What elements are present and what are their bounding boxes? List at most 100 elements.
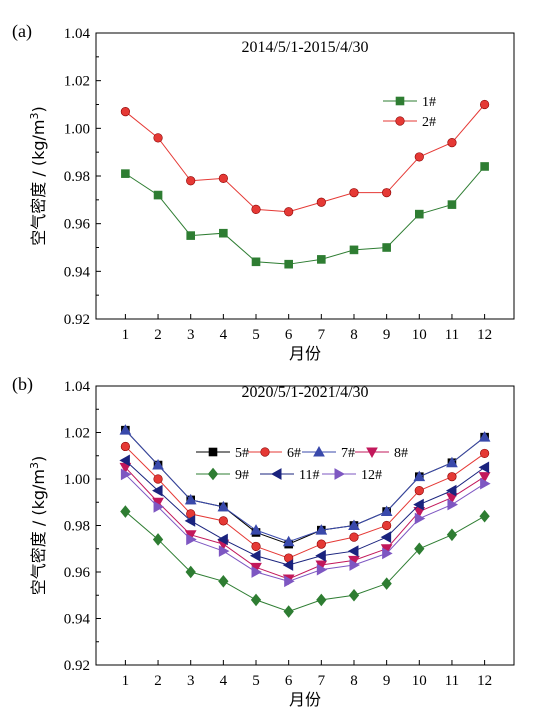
data-point xyxy=(315,524,328,535)
series-line xyxy=(125,446,485,559)
series-12# xyxy=(120,468,491,588)
x-tick-label: 8 xyxy=(350,327,358,343)
data-point xyxy=(480,162,489,171)
data-point xyxy=(478,472,491,483)
series-line xyxy=(125,429,485,543)
legend-marker xyxy=(207,467,219,481)
data-point xyxy=(282,535,295,547)
x-tick-label: 9 xyxy=(383,673,391,689)
x-axis-label: 月份 xyxy=(289,690,321,709)
y-tick-label: 0.94 xyxy=(64,264,91,280)
data-point xyxy=(414,486,424,496)
data-point xyxy=(119,424,132,435)
legend-label: 8# xyxy=(394,446,408,461)
data-point xyxy=(348,519,360,530)
data-point xyxy=(348,588,360,602)
y-tick-label: 0.94 xyxy=(64,612,91,628)
x-tick-label: 5 xyxy=(252,673,260,689)
data-point xyxy=(478,431,491,442)
data-point xyxy=(120,441,130,452)
x-tick-label: 12 xyxy=(477,673,492,689)
data-point xyxy=(414,152,424,162)
data-point xyxy=(249,549,261,562)
x-tick-label: 10 xyxy=(412,327,427,343)
y-tick-label: 1.00 xyxy=(64,121,90,137)
data-point xyxy=(186,231,196,240)
legend-item: 12# xyxy=(322,468,382,483)
plot-frame xyxy=(95,385,515,666)
data-point xyxy=(218,173,228,183)
data-point xyxy=(446,456,458,468)
data-point xyxy=(120,505,131,518)
y-tick-label: 0.96 xyxy=(64,565,91,581)
data-point xyxy=(349,559,361,571)
legend-item: 5# xyxy=(196,446,249,461)
x-tick-label: 6 xyxy=(285,673,293,689)
series-5# xyxy=(121,425,489,549)
data-point xyxy=(478,461,490,474)
data-point xyxy=(479,509,490,523)
data-point xyxy=(382,188,392,198)
data-point xyxy=(315,549,326,562)
data-point xyxy=(153,133,163,143)
data-point xyxy=(317,255,326,264)
y-tick-label: 1.04 xyxy=(64,379,91,395)
chart-panel-a: 0.920.940.960.981.001.021.041 2 3 4 5 6 7 8 9 10 1… xyxy=(12,21,515,363)
data-point xyxy=(284,575,295,588)
x-tick-label: 1 xyxy=(122,327,130,343)
data-point xyxy=(414,209,424,219)
data-point xyxy=(250,593,262,607)
legend-label: 7# xyxy=(341,446,355,461)
data-point xyxy=(219,228,228,238)
data-point xyxy=(413,470,426,482)
series-line xyxy=(125,473,485,582)
y-tick-label: 0.98 xyxy=(64,169,90,185)
legend-marker xyxy=(395,116,405,126)
legend-marker xyxy=(208,447,218,457)
data-point xyxy=(447,472,457,482)
x-tick-label: 4 xyxy=(220,327,228,343)
data-point xyxy=(153,501,165,513)
chart-panel-b: 0.920.940.960.981.001.021.041 2 3 4 5 6 7 8 9 10 1… xyxy=(12,374,515,709)
data-point xyxy=(382,547,393,560)
data-point xyxy=(153,190,163,200)
legend-item: 6# xyxy=(248,446,301,461)
data-point xyxy=(120,107,130,117)
data-point xyxy=(447,498,458,511)
data-point xyxy=(152,484,163,497)
data-point xyxy=(185,565,196,579)
data-point xyxy=(282,559,294,571)
legend: 5# 6# 7# 8# 9# 11# 12# xyxy=(196,445,408,483)
data-point xyxy=(120,468,132,481)
panel-label: (b) xyxy=(12,374,33,395)
legend-item: 7# xyxy=(302,445,355,461)
data-point xyxy=(382,243,391,252)
data-point xyxy=(121,169,130,178)
data-point xyxy=(152,533,164,546)
legend-marker xyxy=(334,468,346,480)
data-point xyxy=(186,533,197,546)
y-axis-label: 空气密度 / (kg/m3) xyxy=(28,456,49,595)
data-point xyxy=(250,524,262,535)
data-point xyxy=(251,204,261,214)
data-point xyxy=(446,528,458,542)
legend-item: 1# xyxy=(383,95,436,110)
data-point xyxy=(251,541,261,552)
x-tick-label: 2 xyxy=(154,673,162,689)
series-11# xyxy=(119,454,490,571)
legend-item: 9# xyxy=(196,467,249,483)
series-line xyxy=(125,511,485,613)
legend-marker xyxy=(395,96,405,106)
legend-marker xyxy=(270,468,282,480)
x-tick-label: 3 xyxy=(187,327,195,343)
x-tick-label: 11 xyxy=(445,327,459,343)
legend-label: 1# xyxy=(422,95,436,110)
x-axis-label: 月份 xyxy=(289,344,321,363)
x-tick-label: 9 xyxy=(383,327,391,343)
data-point xyxy=(284,259,293,269)
x-tick-label: 12 xyxy=(477,327,492,343)
y-tick-label: 1.02 xyxy=(64,426,90,442)
data-point xyxy=(413,498,424,511)
x-tick-label: 10 xyxy=(412,673,427,689)
legend: 1#2# xyxy=(383,95,436,130)
